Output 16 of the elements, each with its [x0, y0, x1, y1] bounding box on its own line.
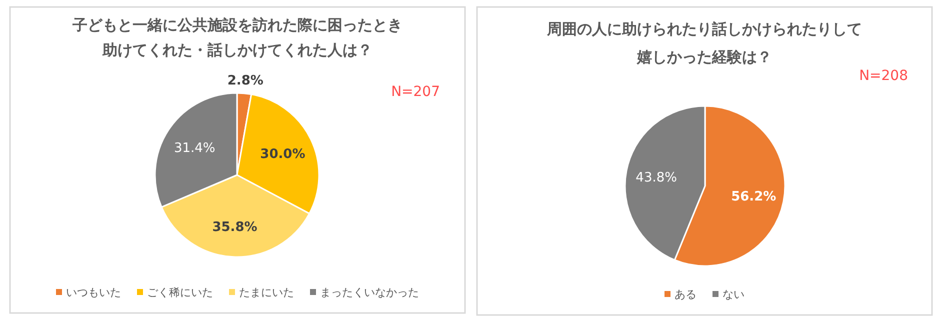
legend-label: たまにいた [239, 286, 294, 299]
text: N=207 [391, 84, 440, 100]
data-label: 35.8% [212, 220, 258, 235]
data-label: 30.0% [260, 146, 306, 162]
data-label: 56.2% [731, 190, 776, 205]
legend-label: ある [674, 288, 696, 301]
data-label: 43.8% [636, 170, 677, 186]
text: N=208 [859, 68, 908, 84]
data-label: 31.4% [174, 140, 216, 156]
legend-label: いつもいた [66, 286, 121, 299]
chart-title: 子どもと一緒に公共施設を訪れた際に困ったとき助けてくれた・話しかけてくれた人は？ [72, 16, 402, 59]
chart-title: 周囲の人に助けられたり話しかけられたりして嬉しかった経験は？ [546, 20, 862, 66]
legend-label: まったくいなかった [320, 286, 419, 299]
data-label: 2.8% [227, 73, 264, 88]
legend-label: ごく稀にいた [147, 286, 213, 299]
legend-label: ない [722, 288, 744, 301]
